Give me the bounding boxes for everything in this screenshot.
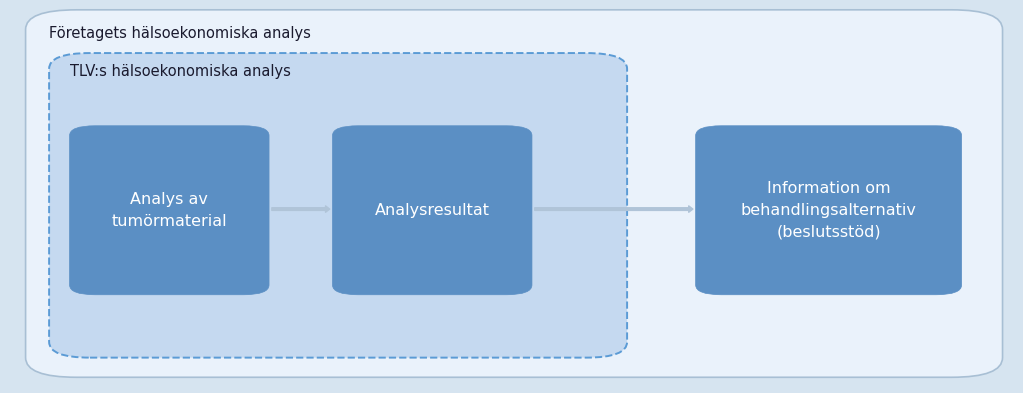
Text: Analys av
tumörmaterial: Analys av tumörmaterial bbox=[112, 192, 227, 229]
FancyBboxPatch shape bbox=[696, 126, 962, 295]
FancyBboxPatch shape bbox=[332, 126, 532, 295]
Text: Företagets hälsoekonomiska analys: Företagets hälsoekonomiska analys bbox=[49, 26, 311, 41]
FancyBboxPatch shape bbox=[49, 53, 627, 358]
Text: Information om
behandlingsalternativ
(beslutsstöd): Information om behandlingsalternativ (be… bbox=[741, 180, 917, 240]
Text: TLV:s hälsoekonomiska analys: TLV:s hälsoekonomiska analys bbox=[70, 64, 291, 79]
Text: Analysresultat: Analysresultat bbox=[374, 203, 490, 218]
FancyBboxPatch shape bbox=[26, 10, 1003, 377]
FancyBboxPatch shape bbox=[70, 126, 269, 295]
